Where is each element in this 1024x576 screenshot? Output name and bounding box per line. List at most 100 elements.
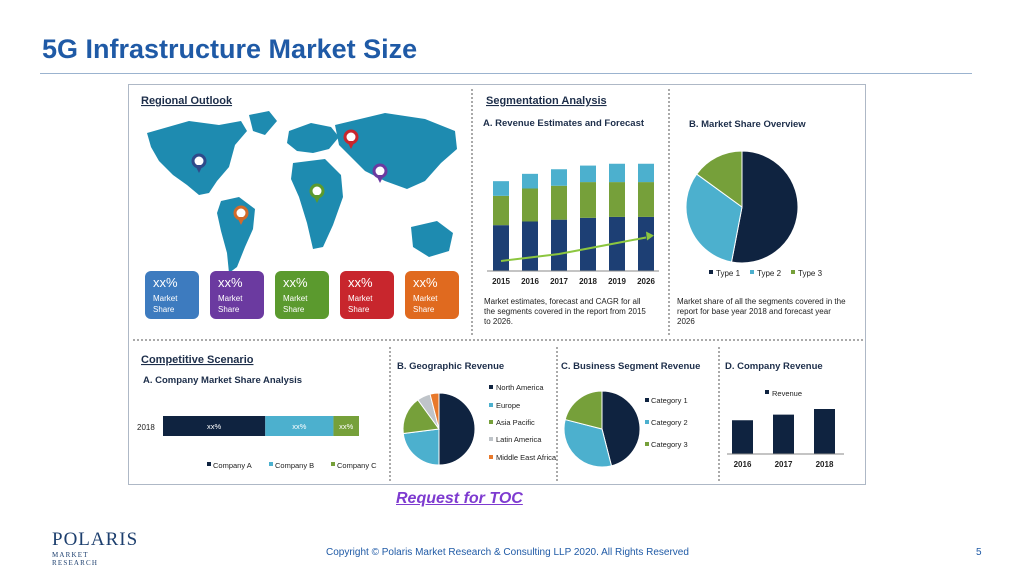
- region-card-bg: [210, 271, 264, 319]
- legend-swatch: [791, 270, 795, 274]
- region-card-value: xx%: [348, 275, 373, 290]
- caption-line: report for base year 2018 and forecast y…: [677, 307, 831, 316]
- revenue-tick-label: 2019: [608, 277, 626, 286]
- revenue-bar-2018-segment-3: [580, 165, 596, 183]
- company-revenue-bar-2016: [732, 420, 753, 454]
- revenue-caption: Market estimates, forecast and CAGR for …: [484, 297, 646, 326]
- region-card-2: xx% Market Share: [210, 271, 264, 319]
- revenue-bar-2015-segment-3: [493, 181, 509, 196]
- pie-slice-north-america: [438, 392, 476, 466]
- legend-swatch: [645, 442, 649, 446]
- legend-swatch: [645, 398, 649, 402]
- legend-swatch: [750, 270, 754, 274]
- legend-label: Type 1: [716, 269, 741, 278]
- map-europe: [287, 123, 339, 153]
- pie-slice-europe: [402, 428, 440, 466]
- legend-label: Middle East Africa: [496, 453, 557, 462]
- revenue-tick-label: 2015: [492, 277, 510, 286]
- market-share-pie-chart: [685, 150, 799, 264]
- legend-label: Category 2: [651, 418, 688, 427]
- region-card-3: xx% Market Share: [275, 271, 329, 319]
- company-revenue-tick-label: 2017: [775, 460, 793, 469]
- region-card-label: Share: [348, 305, 370, 314]
- page-title: 5G Infrastructure Market Size: [42, 34, 418, 64]
- legend-label: Europe: [496, 401, 520, 410]
- caption-line: to 2026.: [484, 317, 513, 326]
- region-card-bg: [275, 271, 329, 319]
- map-australia: [411, 221, 453, 257]
- pie-slice-category-3: [564, 390, 603, 430]
- revenue-bar-2026-segment-1: [638, 216, 654, 271]
- map-greenland: [249, 111, 277, 135]
- revenue-bar-2015-segment-1: [493, 225, 509, 271]
- region-card-value: xx%: [218, 275, 243, 290]
- revenue-bar-2015-segment-2: [493, 195, 509, 226]
- revenue-tick-label: 2017: [550, 277, 568, 286]
- revenue-bar-2026-segment-2: [638, 182, 654, 217]
- legend-swatch: [489, 385, 493, 389]
- business-title: C. Business Segment Revenue: [561, 361, 700, 372]
- map-asia: [335, 113, 457, 189]
- revenue-tick-label: 2018: [579, 277, 597, 286]
- company-bar-category: 2018: [137, 423, 155, 432]
- legend-swatch: [207, 462, 211, 466]
- legend-label: Type 3: [798, 269, 823, 278]
- copyright-notice: Copyright © Polaris Market Research & Co…: [326, 547, 689, 558]
- region-share-cards: xx% Market Share xx% Market Share xx% Market Sha…: [145, 271, 459, 319]
- market-share-legend: Type 1 Type 2 Type 3: [709, 269, 823, 278]
- polaris-logo: POLARIS MARKET RESEARCH: [52, 530, 137, 567]
- revenue-tick-label: 2026: [637, 277, 655, 286]
- revenue-bar-2019-segment-3: [609, 163, 625, 183]
- revenue-bar-2017-segment-1: [551, 219, 567, 271]
- request-toc-link[interactable]: Request for TOC: [396, 490, 523, 507]
- legend-swatch: [489, 420, 493, 424]
- revenue-bar-2016-segment-3: [522, 173, 538, 189]
- revenue-bar-2017-segment-2: [551, 185, 567, 220]
- company-revenue-tick-label: 2016: [734, 460, 752, 469]
- competitive-subtitle: A. Company Market Share Analysis: [143, 375, 302, 386]
- company-revenue-bar-2017: [773, 414, 794, 454]
- legend-label: Company B: [275, 461, 314, 470]
- share-caption: Market share of all the segments covered…: [677, 297, 846, 326]
- region-card-value: xx%: [153, 275, 178, 290]
- caption-line: Market share of all the segments covered…: [677, 297, 846, 306]
- company-bar-label: xx%: [292, 422, 307, 431]
- title-divider: [40, 73, 972, 74]
- world-map: [147, 111, 457, 273]
- region-card-value: xx%: [283, 275, 308, 290]
- revenue-bar-2026-segment-3: [638, 163, 654, 183]
- legend-label: Revenue: [772, 389, 802, 398]
- business-segment-legend: Category 1 Category 2 Category 3: [645, 396, 688, 449]
- region-card-label: Market: [218, 294, 243, 303]
- company-share-bar-chart: 2018 xx% xx% xx% Company A Company B Company C: [137, 416, 377, 470]
- region-card-label: Market: [413, 294, 438, 303]
- region-card-bg: [405, 271, 459, 319]
- legend-label: Latin America: [496, 435, 542, 444]
- page-number: 5: [976, 547, 982, 558]
- revenue-chart-title: A. Revenue Estimates and Forecast: [483, 118, 645, 129]
- legend-label: Category 1: [651, 396, 688, 405]
- company-bar-segment-2: [265, 416, 334, 436]
- legend-swatch: [489, 455, 493, 459]
- revenue-tick-label: 2016: [521, 277, 539, 286]
- legend-label: Company A: [213, 461, 252, 470]
- region-card-label: Share: [413, 305, 435, 314]
- legend-label: Type 2: [757, 269, 782, 278]
- legend-label: Company C: [337, 461, 377, 470]
- legend-swatch: [269, 462, 273, 466]
- legend-label: Asia Pacific: [496, 418, 535, 427]
- pie-slice-category-1: [601, 390, 641, 467]
- pie-slice-type-2: [685, 173, 743, 263]
- geographic-legend: North America Europe Asia Pacific Latin Ame…: [489, 383, 557, 462]
- region-card-label: Share: [283, 305, 305, 314]
- revenue-bar-2016-segment-2: [522, 188, 538, 222]
- map-pins: [191, 129, 388, 225]
- caption-line: 2026: [677, 317, 695, 326]
- company-bar-label: xx%: [207, 422, 222, 431]
- revenue-bar-2017-segment-3: [551, 169, 567, 186]
- company-bar-segment-1: [163, 416, 266, 436]
- legend-swatch: [489, 437, 493, 441]
- revenue-bar-2016-segment-1: [522, 221, 538, 271]
- legend-label: North America: [496, 383, 544, 392]
- geographic-pie-chart: [402, 392, 476, 466]
